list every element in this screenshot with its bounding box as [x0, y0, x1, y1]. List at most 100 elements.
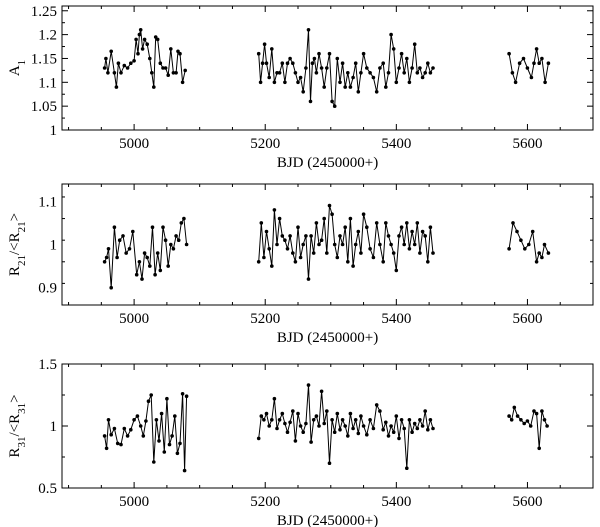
- data-point: [170, 434, 174, 438]
- data-point: [412, 42, 417, 46]
- data-point: [117, 238, 122, 242]
- data-point: [338, 427, 342, 432]
- data-point: [291, 61, 295, 65]
- data-point: [314, 221, 319, 225]
- data-point: [507, 247, 511, 251]
- data-point: [141, 434, 146, 438]
- data-point: [423, 71, 428, 75]
- data-point: [317, 242, 321, 247]
- data-point: [155, 37, 160, 42]
- data-point: [312, 56, 317, 61]
- data-point: [288, 234, 292, 238]
- y-tick-label: 1: [50, 419, 58, 435]
- x-tick-label: 5000: [119, 494, 149, 510]
- data-point: [530, 229, 535, 234]
- data-point: [537, 251, 541, 255]
- data-point: [174, 234, 178, 238]
- data-point: [397, 436, 401, 441]
- data-point: [298, 255, 303, 260]
- data-point: [348, 216, 353, 221]
- data-point: [365, 225, 369, 229]
- data-point: [507, 51, 511, 56]
- data-point: [402, 242, 407, 247]
- data-point: [418, 418, 422, 422]
- data-point: [129, 427, 133, 432]
- data-point: [140, 277, 144, 281]
- data-point: [431, 251, 435, 255]
- data-point: [330, 418, 334, 422]
- data-point: [180, 80, 185, 85]
- data-point: [171, 71, 176, 75]
- data-point: [166, 264, 170, 268]
- data-point: [291, 251, 295, 255]
- data-point: [361, 424, 366, 428]
- data-point: [371, 426, 376, 431]
- data-point: [386, 234, 391, 238]
- data-point: [116, 61, 121, 65]
- data-point: [540, 255, 544, 260]
- data-point: [519, 238, 523, 242]
- data-point: [153, 272, 157, 277]
- data-point: [314, 71, 319, 75]
- data-point: [361, 51, 366, 56]
- y-tick-label: 1.5: [38, 357, 57, 373]
- data-point: [405, 466, 409, 471]
- data-point: [104, 56, 108, 61]
- data-point: [140, 47, 145, 51]
- data-point: [174, 71, 178, 75]
- data-point: [288, 420, 292, 425]
- data-point: [142, 251, 147, 255]
- data-point: [356, 431, 361, 436]
- data-point: [148, 56, 152, 61]
- data-point: [335, 411, 340, 416]
- data-point: [415, 71, 420, 75]
- data-point: [359, 71, 363, 75]
- data-point: [399, 51, 404, 56]
- data-point: [256, 51, 261, 56]
- data-point: [285, 247, 290, 251]
- data-point: [102, 260, 107, 264]
- y-tick-label: 1.2: [38, 28, 57, 44]
- data-point: [145, 42, 149, 46]
- data-point: [134, 272, 139, 277]
- data-point: [389, 424, 393, 428]
- data-point: [356, 229, 361, 234]
- data-point: [131, 229, 135, 234]
- data-point: [397, 66, 401, 70]
- data-point: [420, 229, 425, 234]
- data-point: [298, 75, 303, 80]
- data-point: [381, 260, 386, 264]
- data-point: [122, 426, 127, 431]
- x-tick-label: 5000: [119, 136, 149, 152]
- data-point: [296, 80, 300, 85]
- data-point: [407, 247, 412, 251]
- data-point: [137, 32, 142, 37]
- data-point: [125, 434, 130, 438]
- data-point: [540, 409, 544, 413]
- data-point: [176, 49, 180, 54]
- data-point: [365, 432, 369, 437]
- data-point: [351, 426, 355, 431]
- chart-panel-1: 5000 5200 5400 5600 1 1.05 1.1 1.15 1.2 1.25 BJD (…: [7, 4, 594, 171]
- data-point: [267, 75, 272, 80]
- data-point: [522, 421, 526, 426]
- data-point: [124, 251, 128, 255]
- data-point: [112, 426, 117, 431]
- data-point: [319, 389, 324, 394]
- data-point: [512, 405, 517, 410]
- data-point: [129, 61, 133, 65]
- data-point: [528, 424, 533, 428]
- data-point: [132, 59, 136, 63]
- data-point: [311, 418, 316, 422]
- data-point: [374, 90, 379, 94]
- x-axis-label: BJD (2450000+): [277, 155, 378, 171]
- data-point: [322, 216, 327, 221]
- data-point: [391, 430, 396, 435]
- data-point: [335, 56, 340, 61]
- data-point: [157, 439, 161, 443]
- data-point: [184, 394, 189, 399]
- data-point: [384, 85, 388, 89]
- data-point: [515, 414, 520, 418]
- data-point: [540, 56, 544, 61]
- data-point: [415, 426, 420, 431]
